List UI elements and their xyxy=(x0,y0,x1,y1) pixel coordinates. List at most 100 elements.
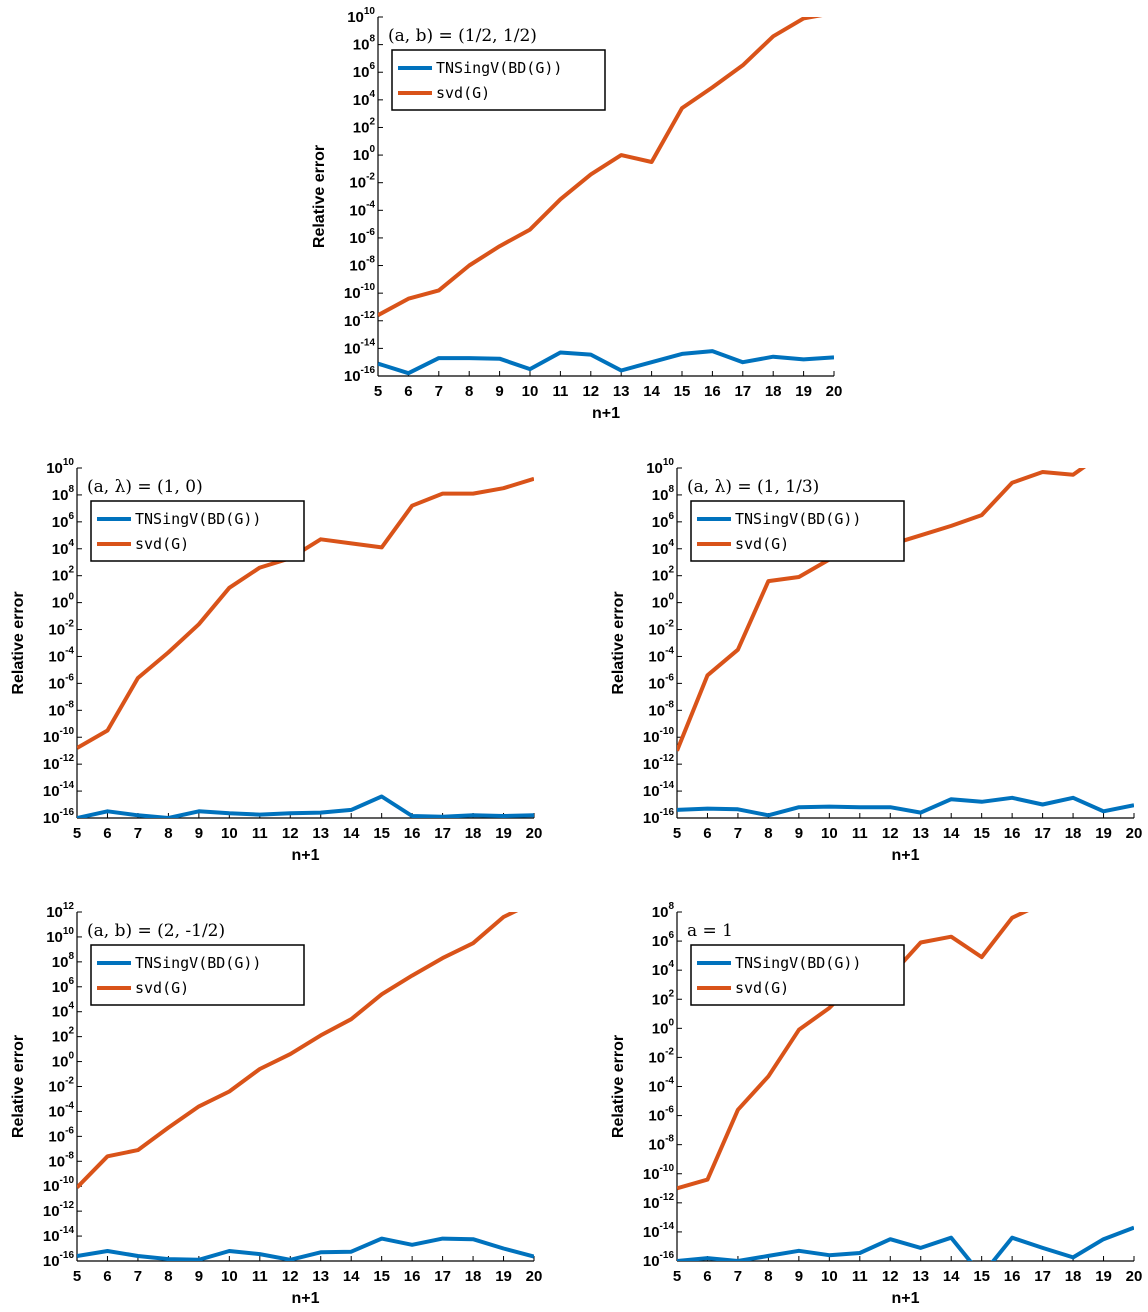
parameter-annotation: (a, λ) = (1, 1/3) xyxy=(687,477,819,497)
x-tick-label: 14 xyxy=(943,825,960,842)
legend-box xyxy=(690,500,905,562)
x-tick-label: 8 xyxy=(164,825,172,842)
x-tick-label: 12 xyxy=(282,825,299,842)
y-tick-label: 104 xyxy=(353,89,376,109)
x-tick-label: 17 xyxy=(1034,825,1051,842)
x-tick-label: 10 xyxy=(522,383,539,400)
x-tick-label: 6 xyxy=(103,825,111,842)
y-tick-label: 1010 xyxy=(46,457,74,477)
x-tick-label: 20 xyxy=(526,825,543,842)
y-tick-label: 10-10 xyxy=(344,282,376,302)
x-tick-label: 17 xyxy=(1034,1268,1051,1285)
panel-4: 10-16 10-14 10-12 10-10 10-8 10-6 10-4 10-2 100 1… xyxy=(10,901,542,1307)
x-tick-label: 13 xyxy=(312,825,329,842)
x-tick-label: 6 xyxy=(103,1268,111,1285)
x-axis-label: n+1 xyxy=(891,847,919,864)
y-tick-label: 10-12 xyxy=(643,1192,675,1212)
y-tick-label: 10-8 xyxy=(48,699,74,719)
x-tick-label: 17 xyxy=(434,825,451,842)
x-tick-label: 9 xyxy=(195,1268,203,1285)
x-tick-label: 14 xyxy=(343,825,360,842)
x-tick-label: 19 xyxy=(495,825,512,842)
y-tick-label: 10-6 xyxy=(48,672,74,692)
tnsingv-series-line xyxy=(77,1236,534,1261)
y-tick-label: 10-6 xyxy=(48,1125,74,1145)
y-tick-label: 10-16 xyxy=(43,1250,75,1270)
legend-box xyxy=(90,944,305,1006)
y-axis-label: Relative error xyxy=(311,145,328,248)
legend-box xyxy=(391,49,606,111)
y-tick-label: 10-4 xyxy=(648,1076,674,1096)
y-tick-label: 10-4 xyxy=(648,645,674,665)
y-tick-label: 106 xyxy=(652,930,675,950)
y-tick-label: 10-16 xyxy=(643,807,675,827)
y-tick-label: 10-14 xyxy=(344,337,376,357)
x-tick-label: 5 xyxy=(73,825,81,842)
svd-series-line xyxy=(77,912,519,1189)
y-tick-label: 10-12 xyxy=(43,753,75,773)
y-tick-label: 102 xyxy=(652,565,675,585)
x-tick-label: 9 xyxy=(795,1268,803,1285)
x-tick-label: 16 xyxy=(404,825,421,842)
x-tick-label: 12 xyxy=(282,1268,299,1285)
y-tick-label: 106 xyxy=(52,511,75,531)
x-tick-label: 16 xyxy=(404,1268,421,1285)
x-tick-label: 8 xyxy=(465,383,473,400)
x-tick-label: 11 xyxy=(852,1268,868,1285)
x-tick-label: 13 xyxy=(312,1268,329,1285)
y-tick-label: 104 xyxy=(52,1001,75,1021)
y-tick-label: 10-12 xyxy=(643,753,675,773)
x-tick-label: 10 xyxy=(821,1268,838,1285)
x-tick-label: 14 xyxy=(643,383,660,400)
x-tick-label: 8 xyxy=(764,1268,772,1285)
legend-entry: TNSingV(BD(G)) xyxy=(135,510,261,528)
svd-series-line xyxy=(677,468,1087,752)
y-tick-label: 10-10 xyxy=(643,726,675,746)
x-tick-label: 7 xyxy=(734,1268,742,1285)
x-tick-label: 16 xyxy=(1004,825,1021,842)
y-tick-label: 10-8 xyxy=(48,1150,74,1170)
y-tick-label: 10-4 xyxy=(48,645,74,665)
y-tick-label: 108 xyxy=(652,484,675,504)
x-tick-label: 8 xyxy=(764,825,772,842)
y-tick-label: 102 xyxy=(652,988,675,1008)
tnsingv-series-line xyxy=(677,795,1134,818)
svd-series-line xyxy=(77,476,534,750)
panel-1: 10-16 10-14 10-12 10-10 10-8 10-6 10-4 10-2 100 1… xyxy=(311,6,842,422)
x-tick-label: 15 xyxy=(973,825,990,842)
x-tick-label: 11 xyxy=(852,825,868,842)
y-tick-label: 10-2 xyxy=(648,619,674,639)
y-tick-label: 104 xyxy=(652,538,675,558)
y-tick-label: 10-6 xyxy=(648,672,674,692)
svd-series-line xyxy=(677,912,1029,1191)
x-tick-label: 12 xyxy=(882,825,899,842)
y-tick-label: 10-12 xyxy=(344,310,376,330)
x-tick-label: 18 xyxy=(465,1268,482,1285)
svd-series-line xyxy=(378,17,823,317)
y-tick-label: 100 xyxy=(353,144,376,164)
y-tick-label: 10-14 xyxy=(643,1221,675,1241)
y-tick-label: 10-10 xyxy=(643,1163,675,1183)
y-tick-label: 106 xyxy=(652,511,675,531)
legend-box xyxy=(90,500,305,562)
y-tick-label: 100 xyxy=(652,592,675,612)
x-tick-label: 13 xyxy=(912,825,929,842)
x-axis-label: n+1 xyxy=(291,1290,319,1307)
y-tick-label: 10-8 xyxy=(648,699,674,719)
x-tick-label: 7 xyxy=(435,383,443,400)
y-tick-label: 10-12 xyxy=(43,1200,75,1220)
x-tick-label: 11 xyxy=(252,1268,268,1285)
y-tick-label: 10-6 xyxy=(349,227,375,247)
y-tick-label: 10-4 xyxy=(48,1100,74,1120)
tnsingv-series-line xyxy=(77,794,534,818)
y-tick-label: 1010 xyxy=(646,457,674,477)
y-tick-label: 10-10 xyxy=(43,1175,75,1195)
y-tick-label: 100 xyxy=(52,1051,75,1071)
y-tick-label: 102 xyxy=(52,1026,75,1046)
x-tick-label: 6 xyxy=(404,383,412,400)
y-tick-label: 100 xyxy=(52,592,75,612)
y-axis-label: Relative error xyxy=(610,591,627,694)
y-tick-label: 10-2 xyxy=(48,1076,74,1096)
x-tick-label: 7 xyxy=(134,825,142,842)
